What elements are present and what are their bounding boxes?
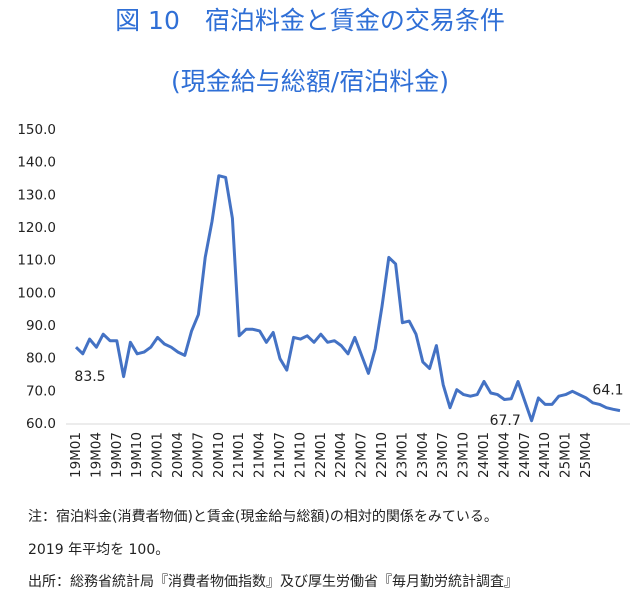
x-tick-label: 23M10 bbox=[456, 432, 472, 478]
x-tick-label: 20M07 bbox=[190, 432, 206, 478]
y-tick-label: 120.0 bbox=[17, 220, 56, 236]
x-tick-label: 19M07 bbox=[109, 432, 125, 478]
y-tick-label: 100.0 bbox=[17, 285, 56, 301]
data-label: 67.7 bbox=[490, 413, 521, 429]
x-tick-label: 22M10 bbox=[374, 432, 390, 478]
x-tick-label: 23M07 bbox=[435, 432, 451, 478]
line bbox=[74, 174, 621, 423]
chart-subtitle: (現金給与総額/宿泊料金) bbox=[171, 67, 449, 96]
y-tick-label: 80.0 bbox=[26, 351, 56, 367]
x-tick-label: 20M10 bbox=[211, 432, 227, 478]
x-tick-label: 24M10 bbox=[537, 432, 553, 478]
x-tick-label: 21M10 bbox=[292, 432, 308, 478]
x-tick-label: 19M04 bbox=[88, 432, 104, 478]
y-tick-label: 150.0 bbox=[17, 122, 56, 138]
data-label: 83.5 bbox=[74, 369, 105, 385]
x-tick-label: 21M01 bbox=[231, 432, 247, 478]
x-tick-label: 24M04 bbox=[496, 432, 512, 478]
x-tick-label: 25M04 bbox=[578, 432, 594, 478]
x-tick-label: 19M01 bbox=[68, 432, 84, 478]
note: 2019 年平均を 100。 bbox=[28, 542, 169, 558]
chart-title: 図 10 宿泊料金と賃金の交易条件 bbox=[115, 6, 505, 35]
y-tick-label: 130.0 bbox=[17, 187, 56, 203]
x-tick-label: 23M01 bbox=[394, 432, 410, 478]
y-tick-label: 110.0 bbox=[17, 253, 56, 269]
x-tick-label: 19M10 bbox=[129, 432, 145, 478]
y-tick-label: 140.0 bbox=[17, 155, 56, 171]
x-tick-label: 21M07 bbox=[272, 432, 288, 478]
note: 出所：総務省統計局『消費者物価指数』及び厚生労働省『毎月勤労統計調査』 bbox=[28, 574, 518, 590]
y-tick-label: 70.0 bbox=[26, 383, 56, 399]
x-tick-label: 23M04 bbox=[415, 432, 431, 478]
y-tick-label: 90.0 bbox=[26, 318, 56, 334]
x-tick-label: 25M01 bbox=[558, 432, 574, 478]
x-tick-label: 20M01 bbox=[150, 432, 166, 478]
x-tick-label: 22M04 bbox=[333, 432, 349, 478]
data-label: 64.1 bbox=[592, 383, 623, 399]
x-tick-label: 24M01 bbox=[476, 432, 492, 478]
note: 注：宿泊料金(消費者物価)と賃金(現金給与総額)の相対的関係をみている。 bbox=[28, 508, 498, 525]
x-tick-label: 20M04 bbox=[170, 432, 186, 478]
x-tick-label: 22M01 bbox=[313, 432, 329, 478]
x-tick-label: 22M07 bbox=[354, 432, 370, 478]
y-tick-label: 60.0 bbox=[26, 416, 56, 432]
x-tick-label: 21M04 bbox=[252, 432, 268, 478]
x-tick-label: 24M07 bbox=[517, 432, 533, 478]
